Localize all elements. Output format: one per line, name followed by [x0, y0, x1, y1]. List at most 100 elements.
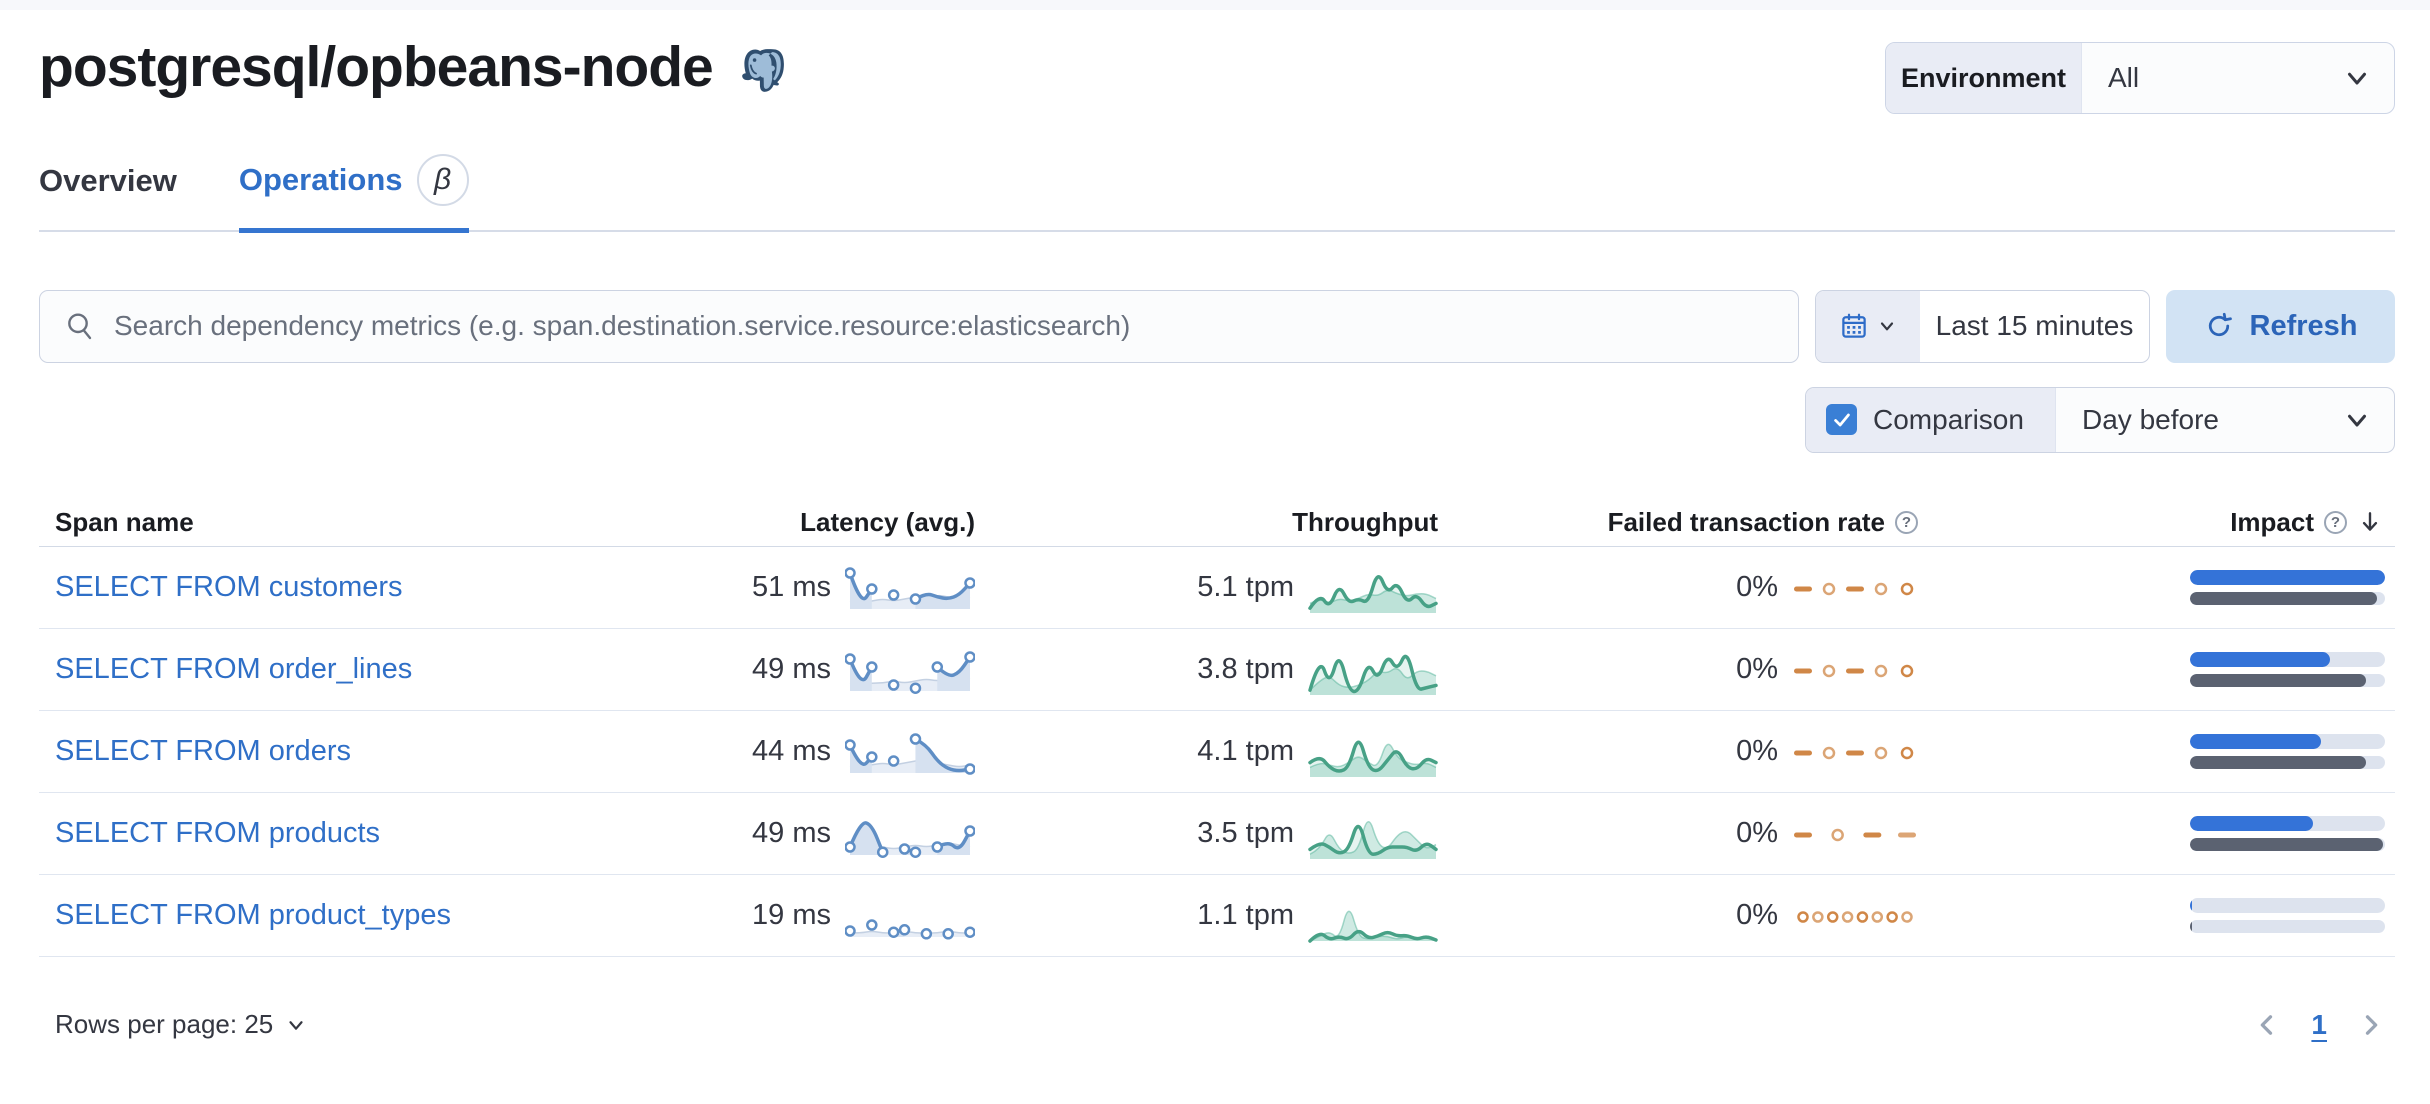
latency-value: 49 ms	[752, 816, 831, 849]
tab-operations[interactable]: Operations β	[238, 154, 469, 233]
throughput-sparkline	[1308, 821, 1438, 859]
rows-per-page-button[interactable]: Rows per page: 25	[55, 1009, 307, 1040]
failed-rate-value: 0%	[1736, 734, 1778, 767]
comparison-value[interactable]: Day before	[2082, 403, 2219, 435]
failed-rate-sparkline	[1797, 911, 1913, 923]
comparison-control: Comparison Day before	[1805, 386, 2395, 453]
table-row: SELECT FROM customers 51 ms 5.1 tpm 0%	[39, 547, 2395, 629]
failed-rate-value: 0%	[1736, 816, 1778, 849]
search-icon	[68, 313, 92, 340]
throughput-sparkline	[1308, 654, 1438, 695]
span-name-link[interactable]: SELECT FROM products	[55, 816, 381, 849]
table-header-row: Span name Latency (avg.) Throughput Fail…	[39, 499, 2395, 547]
throughput-sparkline	[1308, 575, 1438, 613]
column-header-latency[interactable]: Latency (avg.)	[800, 506, 975, 537]
beta-badge: β	[416, 154, 469, 206]
comparison-checkbox[interactable]	[1826, 404, 1857, 435]
impact-bars	[2190, 733, 2385, 769]
controls-row: Last 15 minutes Refresh	[39, 289, 2395, 363]
impact-bars	[2190, 815, 2385, 851]
impact-bar-previous	[2190, 755, 2385, 769]
date-quick-select-button[interactable]	[1816, 290, 1920, 362]
impact-bar-previous	[2190, 837, 2385, 851]
span-name-link[interactable]: SELECT FROM product_types	[55, 898, 451, 931]
tab-overview-label: Overview	[39, 162, 177, 198]
latency-sparkline	[845, 567, 975, 609]
impact-bar-current	[2190, 569, 2385, 585]
environment-label: Environment	[1886, 43, 2082, 113]
impact-bar-previous	[2190, 591, 2385, 605]
span-name-link[interactable]: SELECT FROM orders	[55, 734, 351, 767]
tab-operations-label: Operations	[238, 162, 403, 197]
page-title: postgresql/opbeans-node	[39, 35, 714, 99]
calendar-icon	[1842, 313, 1866, 338]
check-icon	[1833, 413, 1850, 426]
next-page-icon[interactable]	[2357, 1011, 2385, 1039]
time-range-value[interactable]: Last 15 minutes	[1935, 310, 2134, 341]
span-name-link[interactable]: SELECT FROM order_lines	[55, 652, 413, 685]
table-row: SELECT FROM product_types 19 ms 1.1 tpm …	[39, 875, 2395, 957]
impact-bars	[2190, 897, 2385, 933]
failed-rate-value: 0%	[1736, 570, 1778, 603]
span-name-link[interactable]: SELECT FROM customers	[55, 570, 403, 603]
rows-per-page-label: Rows per page: 25	[55, 1009, 274, 1039]
table-row: SELECT FROM products 49 ms 3.5 tpm 0%	[39, 793, 2395, 875]
sort-desc-arrow-icon	[2357, 509, 2383, 535]
failed-rate-sparkline	[1794, 828, 1916, 842]
chevron-down-icon	[2342, 388, 2394, 452]
impact-bar-current	[2190, 651, 2385, 667]
latency-sparkline	[845, 919, 975, 940]
throughput-sparkline	[1308, 740, 1438, 777]
postgresql-elephant-logo	[741, 48, 784, 92]
tab-overview[interactable]: Overview	[39, 154, 177, 230]
refresh-icon	[2208, 312, 2232, 337]
column-header-throughput[interactable]: Throughput	[1292, 506, 1438, 537]
refresh-label: Refresh	[2249, 309, 2358, 342]
throughput-value: 5.1 tpm	[1197, 570, 1294, 603]
latency-value: 51 ms	[752, 570, 831, 603]
impact-bar-current	[2190, 815, 2385, 831]
page-header: postgresql/opbeans-node Environment All	[39, 34, 2395, 114]
tab-bar: Overview Operations β	[39, 154, 2395, 233]
chevron-down-icon	[289, 1020, 303, 1030]
search-input[interactable]	[114, 310, 1774, 342]
search-box	[39, 289, 1799, 363]
environment-value: All	[2108, 62, 2140, 93]
failed-rate-sparkline	[1794, 664, 1914, 678]
page-number[interactable]: 1	[2311, 1008, 2327, 1040]
chevron-down-icon	[2342, 43, 2394, 113]
environment-select[interactable]: Environment All	[1885, 42, 2395, 114]
comparison-label: Comparison	[1873, 403, 2024, 435]
failed-rate-sparkline	[1794, 582, 1914, 596]
throughput-value: 3.5 tpm	[1197, 816, 1294, 849]
column-header-impact[interactable]: Impact?	[1918, 507, 2395, 538]
failed-rate-value: 0%	[1736, 898, 1778, 931]
impact-bars	[2190, 569, 2385, 605]
table-body: SELECT FROM customers 51 ms 5.1 tpm 0% S…	[39, 547, 2395, 957]
throughput-value: 4.1 tpm	[1197, 734, 1294, 767]
impact-bar-current	[2190, 733, 2385, 749]
impact-bar-current	[2190, 897, 2385, 913]
latency-sparkline	[845, 651, 975, 694]
column-header-failed-rate[interactable]: Failed transaction rate?	[1438, 507, 1918, 538]
throughput-sparkline	[1308, 910, 1438, 943]
operations-table: Span name Latency (avg.) Throughput Fail…	[39, 499, 2395, 957]
window-top-edge	[0, 0, 2430, 10]
table-row: SELECT FROM orders 44 ms 4.1 tpm 0%	[39, 711, 2395, 793]
latency-value: 19 ms	[752, 898, 831, 931]
comparison-row: Comparison Day before	[39, 386, 2395, 453]
impact-bar-previous	[2190, 673, 2385, 687]
table-footer: Rows per page: 25 1	[39, 1009, 2395, 1041]
throughput-value: 3.8 tpm	[1197, 652, 1294, 685]
latency-value: 44 ms	[752, 734, 831, 767]
previous-page-icon[interactable]	[2253, 1011, 2281, 1039]
throughput-value: 1.1 tpm	[1197, 898, 1294, 931]
impact-bar-previous	[2190, 919, 2385, 933]
column-header-span-name: Span name	[55, 506, 194, 537]
impact-bars	[2190, 651, 2385, 687]
date-picker: Last 15 minutes	[1815, 289, 2150, 363]
refresh-button[interactable]: Refresh	[2166, 289, 2395, 363]
question-circle-icon: ?	[1895, 510, 1918, 534]
table-row: SELECT FROM order_lines 49 ms 3.8 tpm 0%	[39, 629, 2395, 711]
